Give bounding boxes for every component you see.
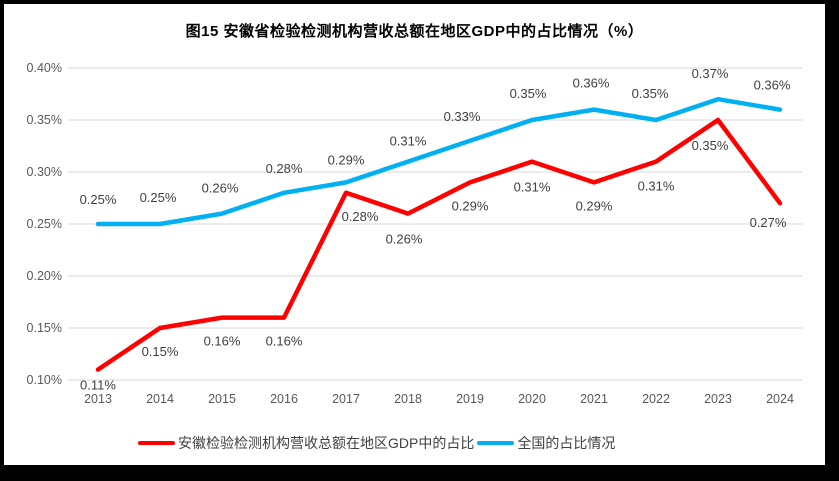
data-label: 0.29% bbox=[576, 198, 613, 213]
data-label: 0.31% bbox=[638, 179, 675, 194]
data-label: 0.26% bbox=[386, 232, 423, 247]
data-label: 0.16% bbox=[204, 334, 241, 349]
series-line-national bbox=[95, 96, 783, 227]
data-label: 0.15% bbox=[142, 344, 179, 359]
data-label: 0.29% bbox=[452, 198, 489, 213]
x-axis-label: 2024 bbox=[766, 392, 794, 406]
x-axis-label: 2020 bbox=[518, 392, 546, 406]
series-line-anhui bbox=[95, 117, 783, 372]
x-axis-label: 2016 bbox=[270, 392, 298, 406]
y-tick-label: 0.40% bbox=[27, 61, 62, 75]
data-label: 0.29% bbox=[328, 152, 365, 167]
data-label: 0.35% bbox=[632, 86, 669, 101]
data-label: 0.28% bbox=[342, 209, 379, 224]
x-axis-label: 2022 bbox=[642, 392, 670, 406]
y-tick-label: 0.30% bbox=[27, 165, 62, 179]
data-label: 0.33% bbox=[444, 109, 481, 124]
data-label: 0.35% bbox=[510, 86, 547, 101]
x-axis-label: 2014 bbox=[146, 392, 174, 406]
chart-legend: 安徽检验检测机构营收总额在地区GDP中的占比 全国的占比情况 bbox=[138, 433, 615, 453]
data-label: 0.31% bbox=[514, 180, 551, 195]
data-label: 0.27% bbox=[750, 215, 787, 230]
x-axis-label: 2013 bbox=[84, 392, 112, 406]
y-tick-label: 0.15% bbox=[27, 321, 62, 335]
legend-label-anhui: 安徽检验检测机构营收总额在地区GDP中的占比 bbox=[178, 435, 475, 451]
chart-background bbox=[4, 4, 825, 465]
x-axis-label: 2019 bbox=[456, 392, 484, 406]
data-label: 0.37% bbox=[692, 66, 729, 81]
data-label: 0.35% bbox=[692, 138, 729, 153]
legend-swatch-national-line bbox=[477, 441, 515, 445]
chart-title: 图15 安徽省检验检测机构营收总额在地区GDP中的占比情况（%） bbox=[185, 23, 644, 40]
data-label: 0.25% bbox=[80, 192, 117, 207]
data-label: 0.11% bbox=[80, 378, 116, 393]
legend-swatch-anhui-line bbox=[138, 441, 175, 445]
y-tick-label: 0.20% bbox=[27, 269, 62, 283]
legend-label-national: 全国的占比情况 bbox=[517, 435, 616, 451]
data-label: 0.26% bbox=[202, 181, 239, 196]
data-label: 0.16% bbox=[266, 334, 303, 349]
x-axis-label: 2023 bbox=[704, 392, 732, 406]
data-label: 0.36% bbox=[573, 76, 610, 91]
x-axis-label: 2015 bbox=[208, 392, 236, 406]
x-axis-label: 2017 bbox=[332, 392, 360, 406]
x-axis-label: 2018 bbox=[394, 392, 422, 406]
y-tick-label: 0.10% bbox=[27, 373, 62, 387]
data-label: 0.31% bbox=[390, 134, 427, 149]
data-label: 0.36% bbox=[754, 78, 791, 93]
x-axis-label: 2021 bbox=[580, 392, 608, 406]
y-tick-label: 0.25% bbox=[27, 217, 62, 231]
y-tick-label: 0.35% bbox=[27, 113, 62, 127]
data-label: 0.28% bbox=[266, 161, 303, 176]
data-label: 0.25% bbox=[140, 190, 177, 205]
